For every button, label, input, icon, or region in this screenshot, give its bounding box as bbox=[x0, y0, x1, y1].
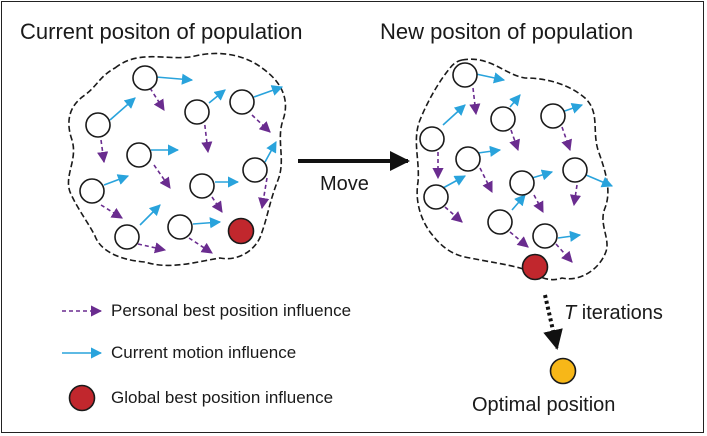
legend-current-label: Current motion influence bbox=[111, 343, 297, 362]
new-personal-best-arrows bbox=[432, 87, 582, 263]
legend-personal-label: Personal best position influence bbox=[111, 301, 352, 320]
particle bbox=[452, 62, 478, 88]
particle bbox=[540, 103, 566, 129]
particle bbox=[509, 170, 535, 196]
particle bbox=[419, 126, 445, 152]
current-population-title: Current positon of population bbox=[20, 19, 303, 44]
particle bbox=[184, 99, 210, 125]
iterations-text: iterations bbox=[576, 302, 663, 324]
current-particles bbox=[79, 65, 268, 250]
current-motion-arrows bbox=[103, 73, 284, 229]
particle bbox=[114, 224, 140, 250]
global-best-particle-current bbox=[227, 217, 255, 245]
legend-global-swatch bbox=[68, 384, 96, 412]
particle bbox=[490, 106, 516, 132]
particle bbox=[85, 112, 111, 138]
move-label: Move bbox=[320, 173, 369, 195]
iterations-arrow bbox=[543, 294, 563, 350]
optimal-position-marker bbox=[549, 357, 577, 385]
new-particles bbox=[419, 62, 588, 249]
particle bbox=[242, 157, 268, 183]
particle bbox=[487, 209, 513, 235]
particle bbox=[126, 142, 152, 168]
iterations-label: T iterations bbox=[564, 302, 663, 325]
legend-global-label: Global best position influence bbox=[111, 388, 334, 407]
particle bbox=[423, 184, 449, 210]
particle bbox=[562, 157, 588, 183]
new-population-title: New positon of population bbox=[380, 19, 634, 44]
current-population-boundary bbox=[67, 52, 287, 267]
optimal-position-label: Optimal position bbox=[472, 394, 616, 416]
current-personal-best-arrows bbox=[97, 87, 271, 254]
particle bbox=[229, 89, 255, 115]
iterations-symbol: T bbox=[564, 302, 577, 324]
particle bbox=[532, 223, 558, 249]
particle bbox=[189, 173, 215, 199]
particle bbox=[132, 65, 158, 91]
particle bbox=[167, 214, 193, 240]
particle bbox=[455, 146, 481, 172]
new-motion-arrows bbox=[442, 72, 614, 242]
global-best-particle-new bbox=[521, 253, 549, 281]
particle bbox=[79, 178, 105, 204]
